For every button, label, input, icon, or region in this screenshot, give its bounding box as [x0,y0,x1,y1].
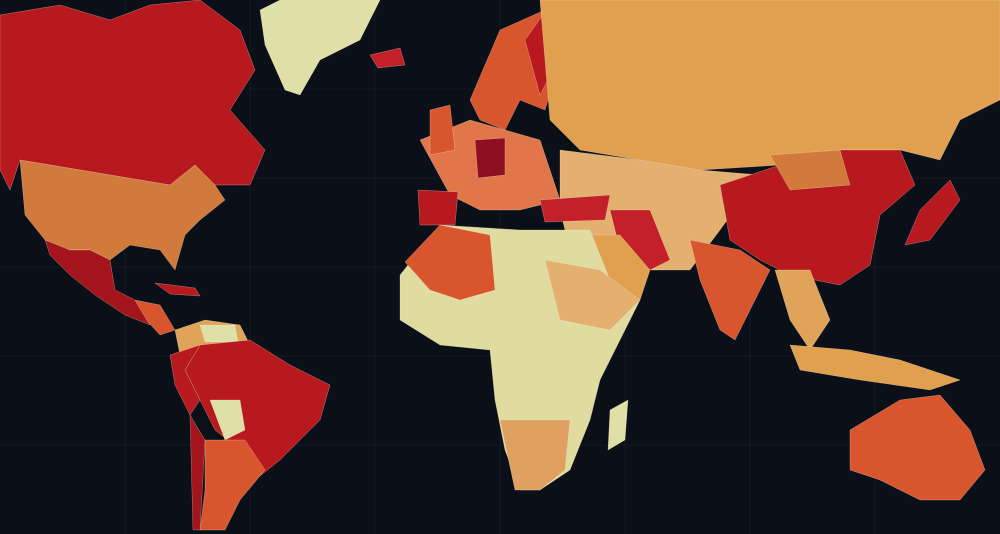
southern-africa [499,419,571,491]
japan [904,179,961,246]
north-africa [404,224,496,301]
turkey [539,194,611,223]
central-america [134,299,176,336]
argentina [199,439,266,531]
greenland [259,0,381,96]
russia [539,0,1000,171]
peru [169,344,201,416]
indonesia [789,344,961,391]
mongolia [769,149,851,191]
australia [849,394,986,501]
east-africa [544,259,641,331]
venezuela [199,324,239,343]
india [689,239,771,341]
cuba [154,282,201,297]
madagascar [607,399,629,451]
chile [189,414,206,531]
uk [429,104,456,156]
canada [0,0,266,191]
spain [417,189,459,226]
germany [474,137,506,179]
southeast-asia [774,269,831,351]
bolivia [209,399,246,441]
iceland [369,47,406,69]
